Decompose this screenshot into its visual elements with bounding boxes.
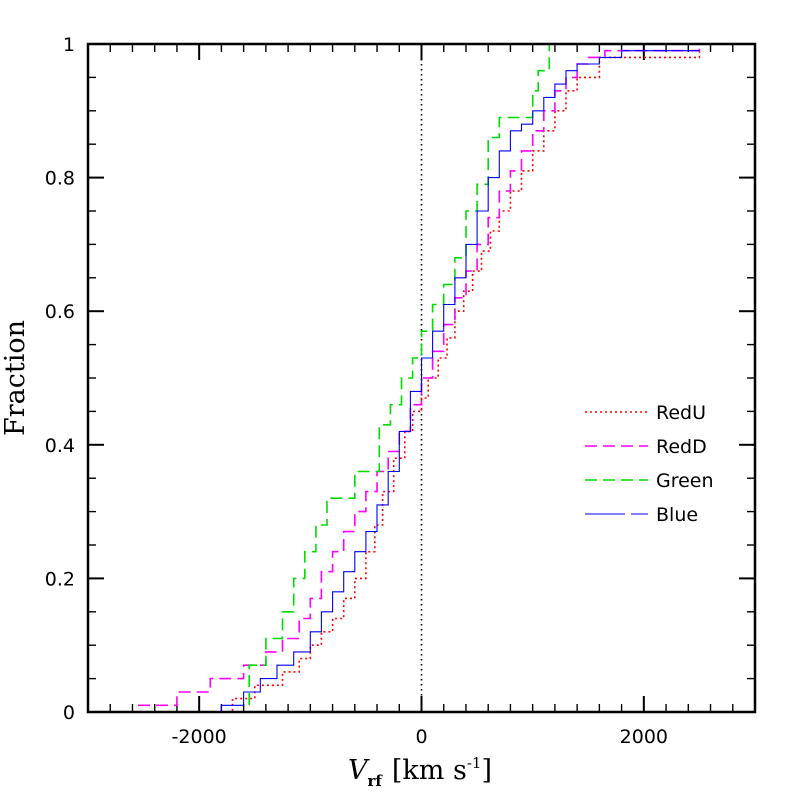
x-axis-title-symbol: V (348, 755, 370, 786)
x-tick-label: 0 (415, 726, 427, 748)
y-tick-label: 0 (63, 702, 75, 724)
series-blue-line (193, 50, 700, 713)
x-tick-label: -2000 (172, 726, 227, 748)
legend: RedU RedD Green Blue (585, 402, 714, 526)
tick-labels: -2000 0 2000 0 0.2 0.4 0.6 0.8 1 (45, 34, 668, 748)
x-tick-label: 2000 (620, 726, 668, 748)
x-axis-title-subscript: rf (368, 772, 384, 790)
y-tick-label: 0.6 (45, 301, 75, 323)
series-group (138, 44, 701, 713)
plot-frame (86, 42, 757, 714)
y-tick-label: 0.4 (45, 435, 75, 457)
y-axis-title: Fraction (0, 320, 31, 436)
x-axis-title: Vrf [km s-1] (348, 754, 492, 790)
x-axis-title-close: ] (481, 755, 492, 786)
x-axis-title-superscript: -1 (467, 754, 482, 772)
y-tick-label: 0.2 (45, 568, 75, 590)
legend-label-blue: Blue (656, 504, 698, 526)
series-green-line (238, 44, 551, 713)
x-axis-title-units: [km s (392, 755, 467, 786)
series-redu-line (193, 50, 701, 713)
series-redd-line (138, 44, 701, 707)
legend-label-redd: RedD (656, 436, 707, 458)
y-tick-label: 1 (63, 34, 75, 56)
legend-label-green: Green (656, 470, 714, 492)
y-tick-label: 0.8 (45, 168, 75, 190)
legend-label-redu: RedU (656, 402, 706, 424)
